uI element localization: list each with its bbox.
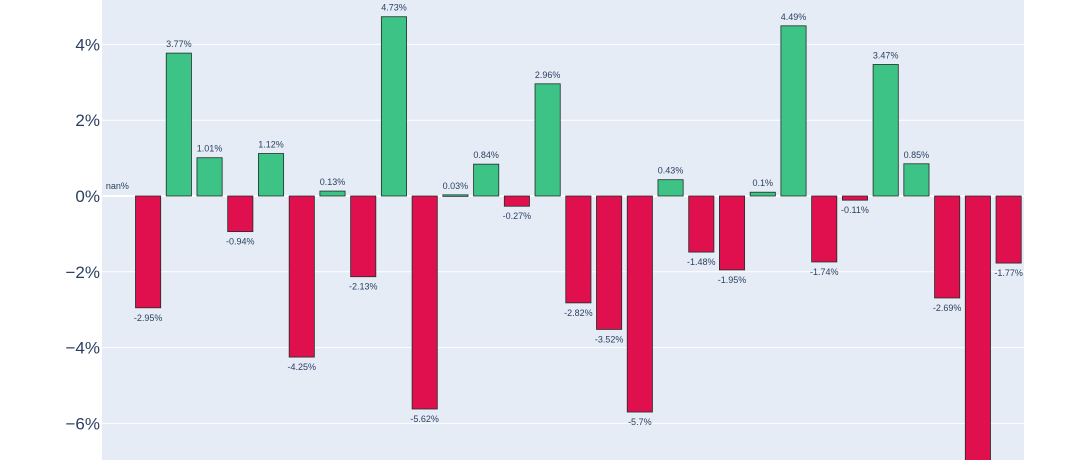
data-label-8: -2.13%: [349, 282, 378, 292]
data-label-15: -2.82%: [564, 308, 593, 318]
bar-10: [411, 195, 438, 410]
data-label-6: -4.25%: [288, 362, 317, 372]
data-label-29: -1.77%: [994, 268, 1023, 278]
bar-3: [196, 157, 223, 197]
y-tick-label-5: −6%: [66, 414, 101, 433]
plot-background: [102, 0, 1024, 460]
data-label-16: -3.52%: [595, 334, 624, 344]
data-label-26: 0.85%: [904, 150, 930, 160]
bar-21: [749, 191, 776, 197]
bar-22: [780, 25, 807, 197]
data-label-24: -0.11%: [841, 205, 869, 215]
bar-4: [227, 195, 254, 233]
bar-2: [165, 52, 192, 197]
bar-12: [473, 163, 500, 197]
data-label-12: 0.84%: [473, 150, 499, 160]
gridlines: [102, 43, 1024, 424]
data-label-7: 0.13%: [320, 177, 346, 187]
bar-27: [934, 195, 961, 299]
data-labels: nan% -2.95% 3.77% 1.01% -0.94% 1.12% -4.25% 0.1…: [106, 3, 1023, 427]
y-axis-ticks: 4% 2% 0% −2% −4% −6%: [66, 35, 101, 433]
bar-26: [903, 163, 930, 197]
data-label-18: 0.43%: [658, 166, 684, 176]
data-label-27: -2.69%: [933, 303, 962, 313]
bar-24: [841, 195, 868, 201]
data-label-4: -0.94%: [226, 237, 255, 247]
data-label-17: -5.7%: [628, 417, 652, 427]
data-label-25: 3.47%: [873, 50, 899, 60]
bar-18: [657, 179, 684, 197]
data-label-21: 0.1%: [753, 178, 774, 188]
bar-23: [811, 195, 838, 263]
bar-28: [964, 195, 991, 460]
data-label-14: 2.96%: [535, 70, 561, 80]
y-tick-label-4: −4%: [66, 339, 101, 358]
data-label-13: -0.27%: [503, 211, 532, 221]
bar-25: [872, 64, 899, 197]
y-tick-label-1: 2%: [75, 111, 100, 130]
data-label-3: 1.01%: [197, 144, 223, 154]
bar-9: [380, 16, 407, 197]
bar-11: [442, 194, 469, 197]
data-label-9: 4.73%: [381, 3, 407, 13]
bar-5: [258, 153, 285, 197]
bar-15: [565, 195, 592, 304]
bar-14: [534, 83, 561, 197]
data-label-1: -2.95%: [134, 313, 163, 323]
bar-16: [596, 195, 623, 330]
data-label-11: 0.03%: [443, 181, 469, 191]
bar-20: [719, 195, 746, 271]
bars: [135, 16, 1022, 460]
bar-7: [319, 190, 346, 197]
bar-8: [350, 195, 377, 278]
data-label-23: -1.74%: [810, 267, 839, 277]
data-label-10: -5.62%: [410, 414, 439, 424]
bar-6: [288, 195, 315, 358]
data-label-0: nan%: [106, 181, 129, 191]
data-label-19: -1.48%: [687, 257, 716, 267]
bar-29: [995, 195, 1022, 264]
data-label-22: 4.49%: [781, 12, 807, 22]
data-label-5: 1.12%: [258, 140, 284, 150]
data-label-2: 3.77%: [166, 39, 192, 49]
bar-17: [626, 195, 653, 413]
bar-19: [688, 195, 715, 253]
bar-1: [135, 195, 162, 309]
y-tick-label-2: 0%: [75, 187, 100, 206]
y-tick-label-3: −2%: [66, 263, 101, 282]
bar-13: [503, 195, 530, 207]
data-label-20: -1.95%: [718, 275, 747, 285]
y-tick-label-0: 4%: [75, 35, 100, 54]
